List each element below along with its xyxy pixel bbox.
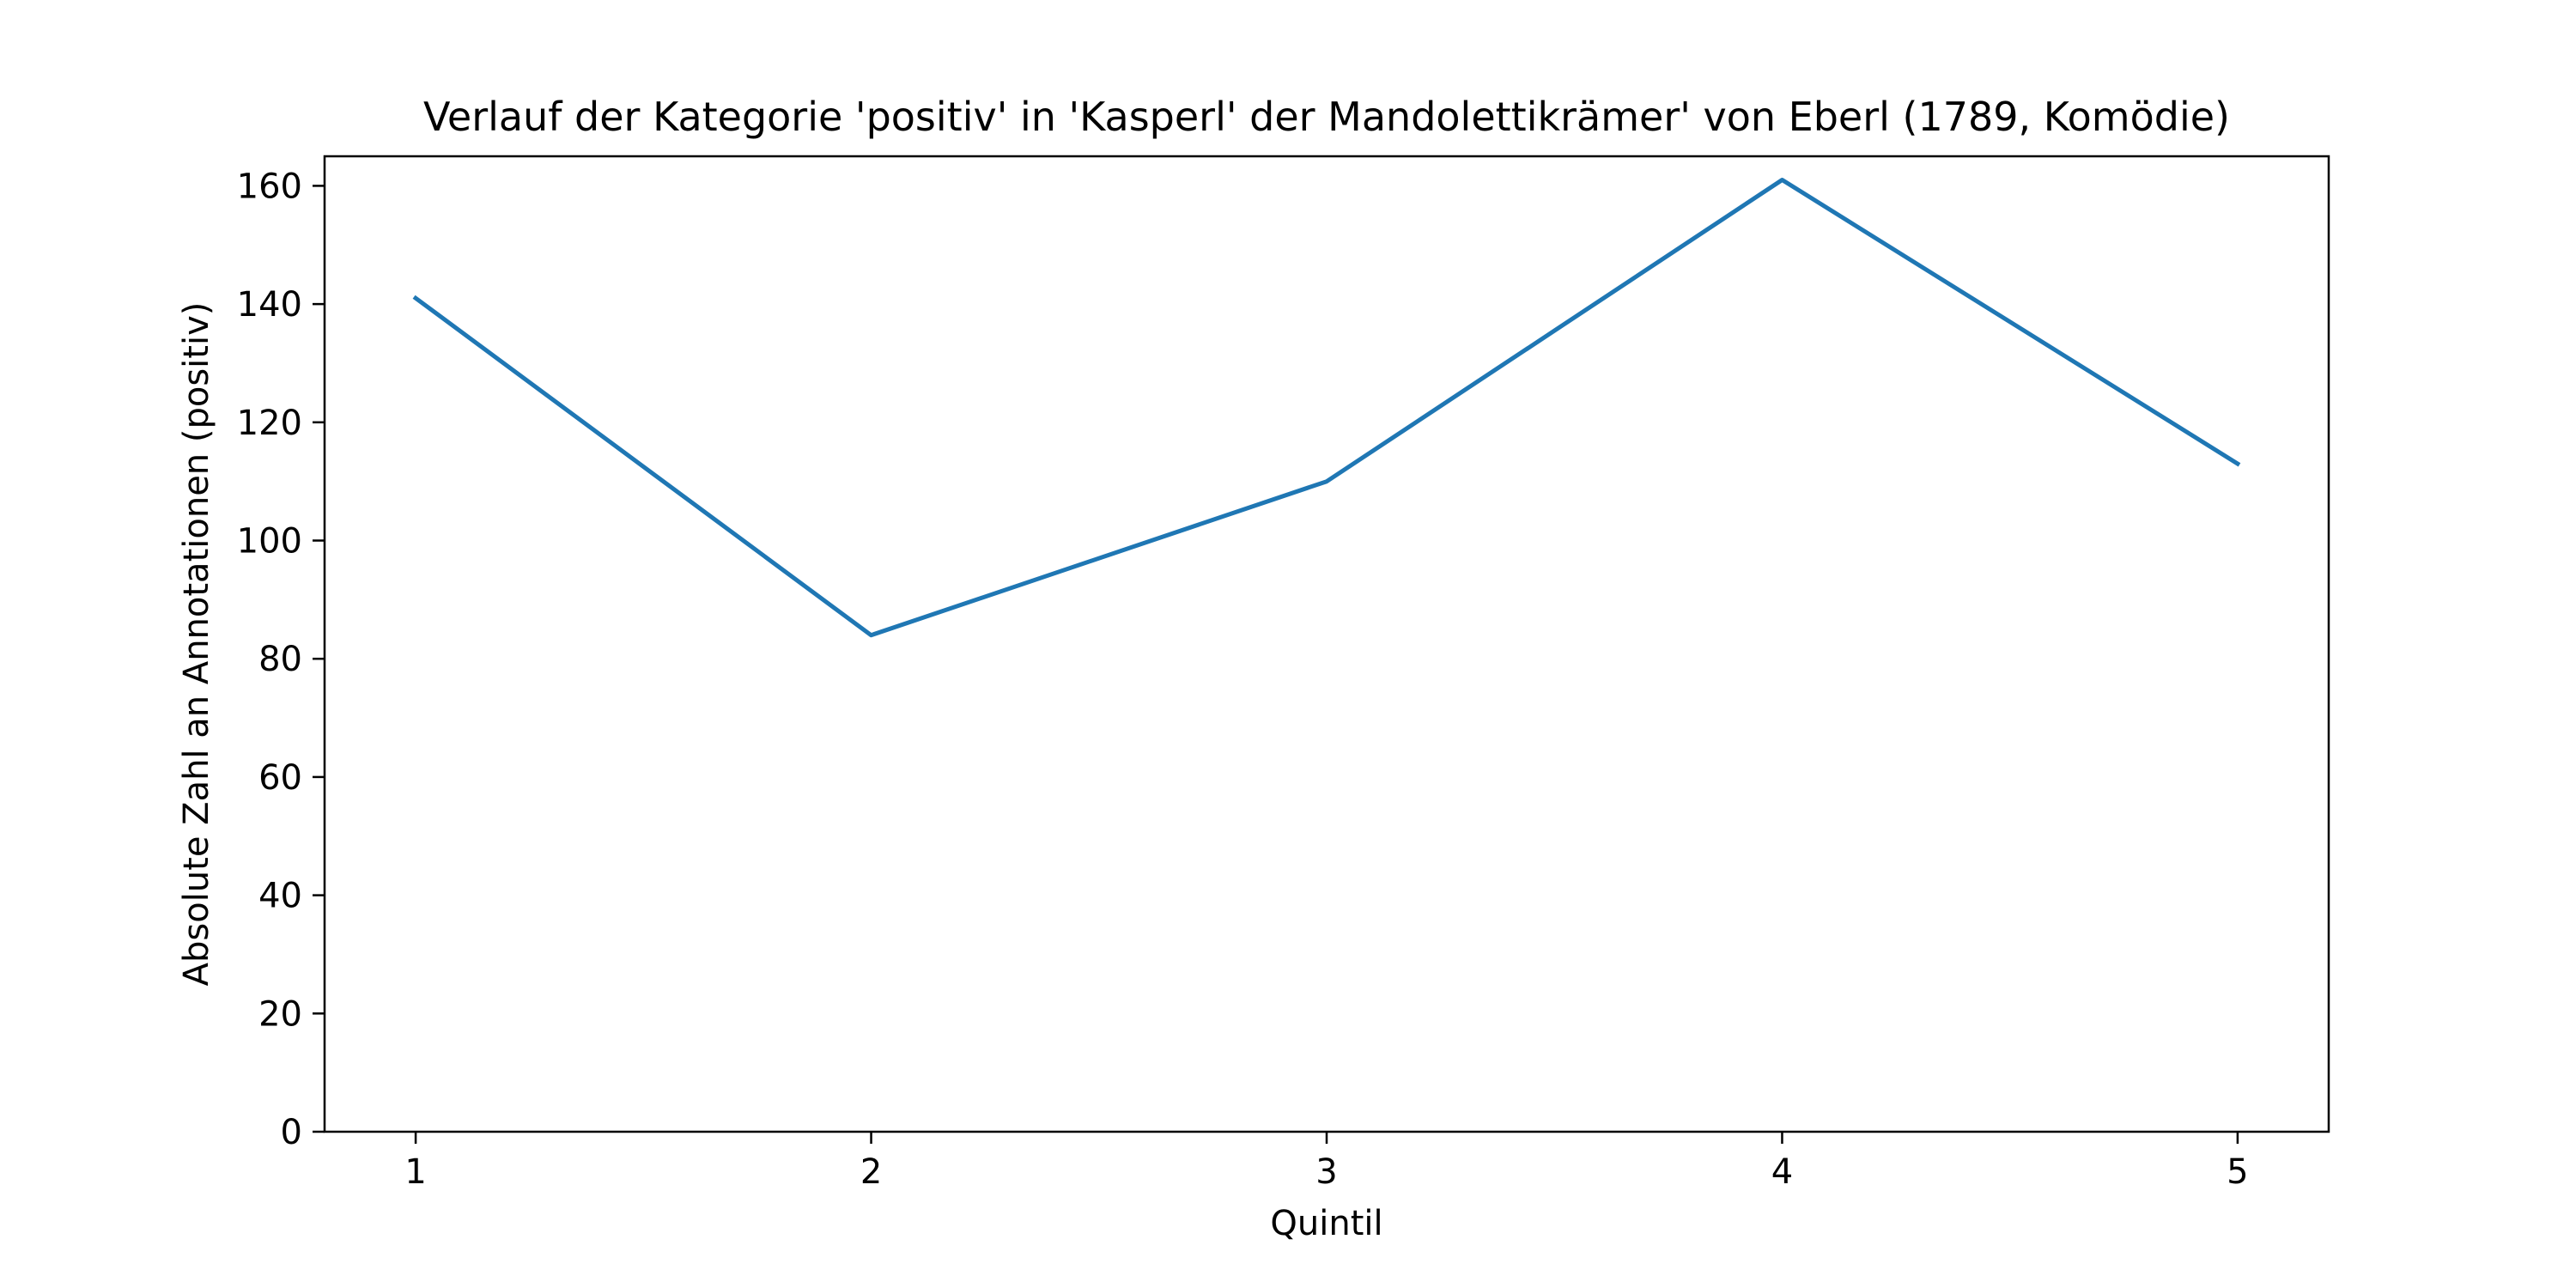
x-tick-label: 2 (860, 1152, 882, 1192)
y-axis-label: Absolute Zahl an Annotationen (positiv) (177, 302, 216, 987)
x-tick-label: 1 (404, 1152, 426, 1192)
y-tick-label: 20 (258, 994, 302, 1034)
x-tick-label: 5 (2227, 1152, 2248, 1192)
y-tick-label: 40 (258, 877, 302, 916)
series-line (412, 178, 2241, 638)
y-axis-ticks: 0 20 40 60 80 100 120 140 160 (237, 167, 325, 1152)
y-tick-label: 80 (258, 640, 302, 679)
series-layer (412, 178, 2241, 638)
x-axis-label: Quintil (1270, 1204, 1382, 1243)
y-tick-label: 100 (237, 522, 302, 562)
y-tick-label: 140 (237, 285, 302, 325)
y-tick-label: 60 (258, 758, 302, 798)
plot-area-frame (323, 155, 2330, 1133)
y-tick-label: 160 (237, 167, 302, 206)
x-axis-ticks: 1 2 3 4 5 (404, 1132, 2249, 1192)
x-tick-label: 4 (1771, 1152, 1793, 1192)
y-tick-label: 0 (281, 1113, 302, 1152)
y-tick-label: 120 (237, 404, 302, 443)
x-tick-label: 3 (1315, 1152, 1337, 1192)
chart-title: Verlauf der Kategorie 'positiv' in 'Kasp… (423, 94, 2230, 140)
